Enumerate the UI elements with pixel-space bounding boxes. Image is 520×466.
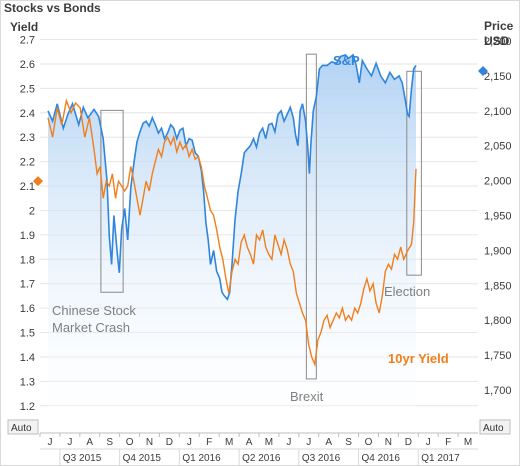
month-tick-label: N [146, 437, 153, 448]
chart-title: Stocks vs Bonds [4, 1, 101, 15]
sp-area-fill [48, 54, 416, 419]
right-tick-label: 1,800 [484, 315, 512, 327]
auto-left-label: Auto [11, 423, 32, 434]
right-tick-label: 1,750 [484, 350, 512, 362]
left-tick-label: 1.7 [20, 279, 35, 291]
left-tick-label: 1.3 [20, 376, 35, 388]
auto-right-label: Auto [483, 423, 504, 434]
quarter-tick-label: Q1 2016 [182, 453, 221, 464]
month-tick-label: J [426, 437, 431, 448]
china-crash-label-line2: Market Crash [52, 320, 130, 335]
right-tick-label: 2,050 [484, 141, 512, 153]
left-tick-label: 2.3 [20, 132, 35, 144]
month-tick-label: S [106, 437, 113, 448]
right-tick-label: 2,000 [484, 176, 512, 188]
left-tick-label: 2.6 [20, 59, 35, 71]
month-tick-label: J [47, 437, 52, 448]
left-tick-label: 2.1 [20, 181, 35, 193]
right-tick-label: 1,950 [484, 211, 512, 223]
sp-line [47, 53, 417, 301]
month-tick-label: S [345, 437, 352, 448]
auto-right-button[interactable]: Auto [479, 419, 511, 435]
month-tick-label: D [405, 437, 412, 448]
yield-series-label: 10yr Yield [388, 351, 449, 366]
right-tick-label: 2,150 [484, 71, 512, 83]
auto-left-button[interactable]: Auto [7, 419, 39, 435]
right-tick-label: 2,100 [484, 106, 512, 118]
sp-series-label: S&P [333, 53, 360, 68]
month-tick-label: J [187, 437, 192, 448]
right-axis-ticks: 1,700 1,750 1,800 1,850 1,900 1,950 2,000 2,050… [484, 36, 512, 397]
month-tick-label: J [67, 437, 72, 448]
yield-line [47, 98, 417, 367]
quarter-tick-label: Q3 2015 [63, 453, 102, 464]
month-tick-label: A [86, 437, 93, 448]
right-tick-label: 1,900 [484, 245, 512, 257]
event-box [305, 53, 317, 380]
quarter-tick-label: Q1 2017 [421, 453, 460, 464]
event-box [100, 109, 124, 293]
china-crash-label-line1: Chinese Stock [52, 303, 136, 318]
month-tick-label: N [385, 437, 392, 448]
left-tick-label: 2.5 [20, 83, 35, 95]
left-tick-label: 1.6 [20, 303, 35, 315]
quarter-tick-label: Q3 2016 [302, 453, 341, 464]
series-lines [47, 53, 417, 367]
left-tick-label: 1.8 [20, 254, 35, 266]
left-axis-title: Yield [10, 20, 38, 34]
month-tick-label: J [286, 437, 291, 448]
month-tick-label: M [225, 437, 233, 448]
month-tick-label: F [445, 437, 451, 448]
sp-current-marker [478, 65, 488, 76]
left-tick-label: 1.9 [20, 230, 35, 242]
left-tick-label: 1.2 [20, 401, 35, 413]
right-tick-label: 1,700 [484, 385, 512, 397]
left-tick-label: 2.4 [20, 108, 35, 120]
left-tick-label: 2.2 [20, 157, 35, 169]
quarter-tick-label: Q4 2015 [123, 453, 162, 464]
right-tick-label: 1,850 [484, 280, 512, 292]
month-tick-label: O [365, 437, 373, 448]
month-tick-label: D [166, 437, 173, 448]
quarter-tick-label: Q2 2016 [242, 453, 281, 464]
left-axis-ticks: 1.2 1.3 1.4 1.5 1.6 1.7 1.8 1.9 2 2.1 2.2 2.3 2.4 2.5… [20, 35, 35, 413]
month-tick-label: J [306, 437, 311, 448]
yield-current-marker [33, 176, 43, 187]
left-tick-label: 2.7 [20, 35, 35, 47]
month-tick-label: M [464, 437, 472, 448]
sp-area [48, 54, 416, 419]
current-value-markers [33, 65, 488, 187]
left-tick-label: 1.4 [20, 352, 35, 364]
month-tick-label: M [265, 437, 273, 448]
month-tick-label: A [246, 437, 253, 448]
left-tick-label: 2 [29, 205, 35, 217]
month-tick-label: O [126, 437, 134, 448]
right-axis-title-usd: USD [484, 34, 510, 48]
right-axis-title-price: Price [484, 19, 514, 33]
month-tick-label: F [206, 437, 212, 448]
x-axis: J J A S O N D J F M A M J J A S O N D J F M Q3 2015 Q4 2015 Q1 2… [39, 432, 478, 465]
month-tick-label: A [325, 437, 332, 448]
right-tick-label: 2,200 [484, 36, 512, 48]
left-tick-label: 1.5 [20, 328, 35, 340]
election-label: Election [384, 284, 430, 299]
brexit-label: Brexit [290, 389, 324, 404]
quarter-tick-label: Q4 2016 [362, 453, 401, 464]
